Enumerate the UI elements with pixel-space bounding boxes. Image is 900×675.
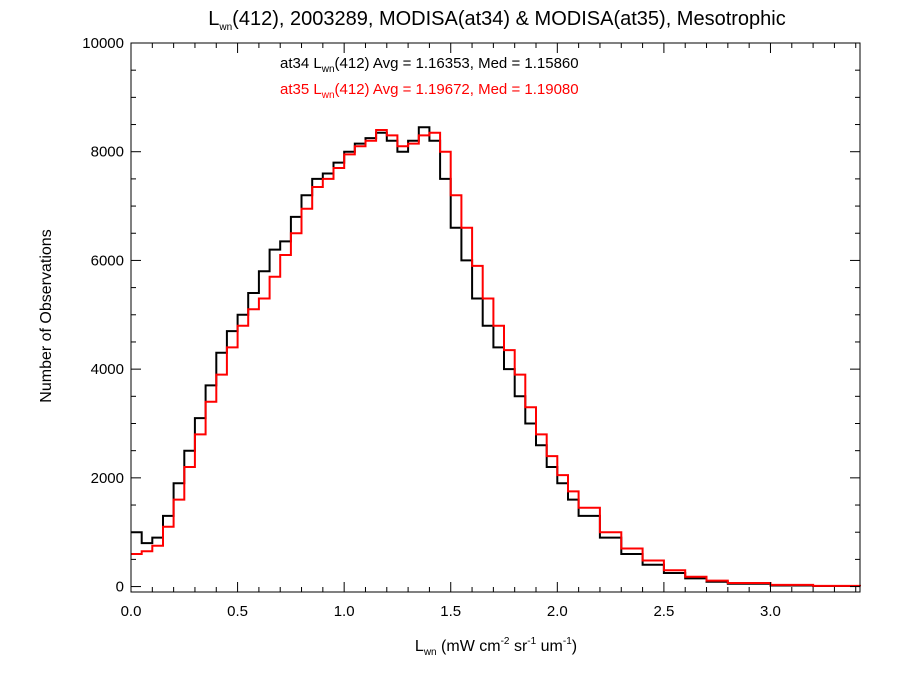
y-tick-label: 0: [116, 579, 124, 596]
plot-frame: [130, 42, 861, 593]
x-tick-label: 2.0: [547, 603, 568, 620]
y-tick-label: 4000: [91, 361, 124, 378]
y-axis-title: Number of Observations: [38, 229, 55, 402]
x-tick-label: 1.0: [334, 603, 355, 620]
stats-at34: at34 Lwn(412) Avg = 1.16353, Med = 1.158…: [280, 55, 579, 75]
y-tick-label: 2000: [91, 470, 124, 487]
y-tick-label: 8000: [91, 144, 124, 161]
series-line-0: [131, 126, 861, 587]
x-tick-label: 2.5: [653, 603, 674, 620]
x-tick-label: 0.0: [121, 603, 142, 620]
chart-title: Lwn(412), 2003289, MODISA(at34) & MODISA…: [208, 8, 786, 33]
x-tick-label: 1.5: [440, 603, 461, 620]
y-tick-label: 10000: [82, 35, 124, 52]
y-tick-label: 6000: [91, 252, 124, 269]
x-tick-label: 0.5: [227, 603, 248, 620]
x-tick-label: 3.0: [760, 603, 781, 620]
stats-at35: at35 Lwn(412) Avg = 1.19672, Med = 1.190…: [280, 81, 579, 101]
axes: 0.0 0.5 1.0 1.5 2.0 2.5 3.0 0 2000 4000 6000 8000 10…: [82, 35, 861, 620]
x-axis-title: Lwn (mW cm-2 sr-1 um-1): [415, 636, 577, 658]
series-layer: [131, 126, 861, 587]
series-line-1: [131, 129, 861, 587]
